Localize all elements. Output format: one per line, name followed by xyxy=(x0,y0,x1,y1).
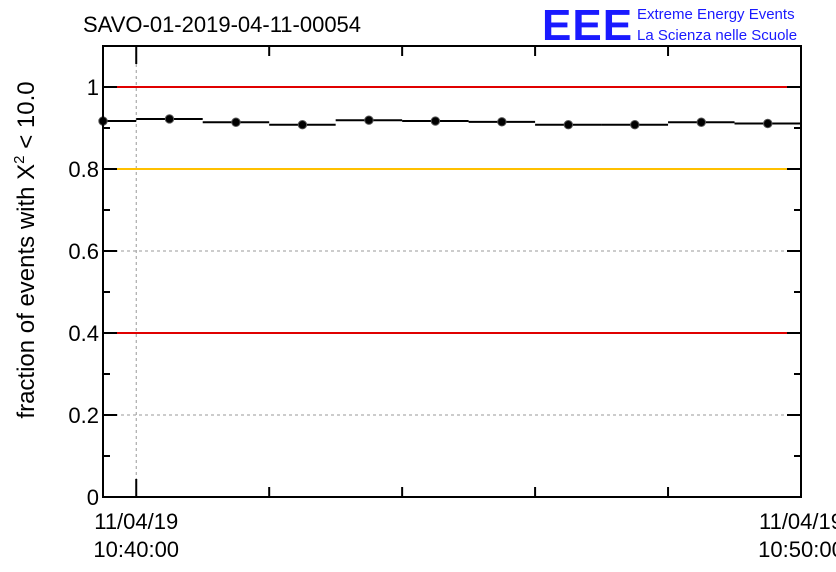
data-point-3 xyxy=(297,120,308,130)
y-tick-label: 0 xyxy=(87,485,99,510)
data-point-2 xyxy=(231,117,241,127)
logo-letters: EEE xyxy=(542,1,633,50)
y-tick-label: 0.8 xyxy=(68,157,99,182)
x-tick-date: 11/04/19 xyxy=(759,509,836,534)
y-tick-label: 1 xyxy=(87,75,99,100)
y-axis-label-suffix: < 10.0 xyxy=(13,81,40,155)
y-axis-label-sup: 2 xyxy=(11,155,28,163)
data-point-7 xyxy=(563,120,574,130)
y-tick-label: 0.4 xyxy=(68,321,99,346)
data-point-4 xyxy=(364,115,374,125)
x-tick-time: 10:40:00 xyxy=(93,537,179,562)
data-point-5 xyxy=(430,116,441,126)
y-axis-label-prefix: fraction of events with xyxy=(13,180,40,419)
y-tick-label: 0.2 xyxy=(68,403,99,428)
data-point-6 xyxy=(497,117,507,127)
x-tick-time: 10:50:00 xyxy=(758,537,836,562)
plot-frame xyxy=(102,45,802,498)
data-point-1 xyxy=(164,114,175,124)
y-tick-labels: 0 0.2 0.4 0.6 0.8 1 xyxy=(68,75,99,510)
eee-logo: EEE Extreme Energy Events La Scienza nel… xyxy=(542,1,797,50)
x-tick-date: 11/04/19 xyxy=(94,509,178,534)
y-axis-label: fraction of events with X2 < 10.0 xyxy=(11,81,40,418)
reference-lines xyxy=(103,86,801,334)
data-point-9 xyxy=(696,117,706,127)
logo-line-1: Extreme Energy Events xyxy=(637,6,795,23)
axis-ticks xyxy=(103,45,802,498)
logo-line-2: La Scienza nelle Scuole xyxy=(637,27,797,44)
data-point-10 xyxy=(763,118,773,129)
y-tick-label: 0.6 xyxy=(68,239,99,264)
chart-title: SAVO-01-2019-04-11-00054 xyxy=(83,12,361,37)
y-axis-label-symbol: X xyxy=(13,164,40,180)
data-series xyxy=(98,114,801,130)
data-point-8 xyxy=(630,120,640,130)
grid-lines xyxy=(103,46,801,497)
x-tick-labels: 11/04/19 10:40:00 11/04/19 10:50:00 xyxy=(93,509,836,562)
